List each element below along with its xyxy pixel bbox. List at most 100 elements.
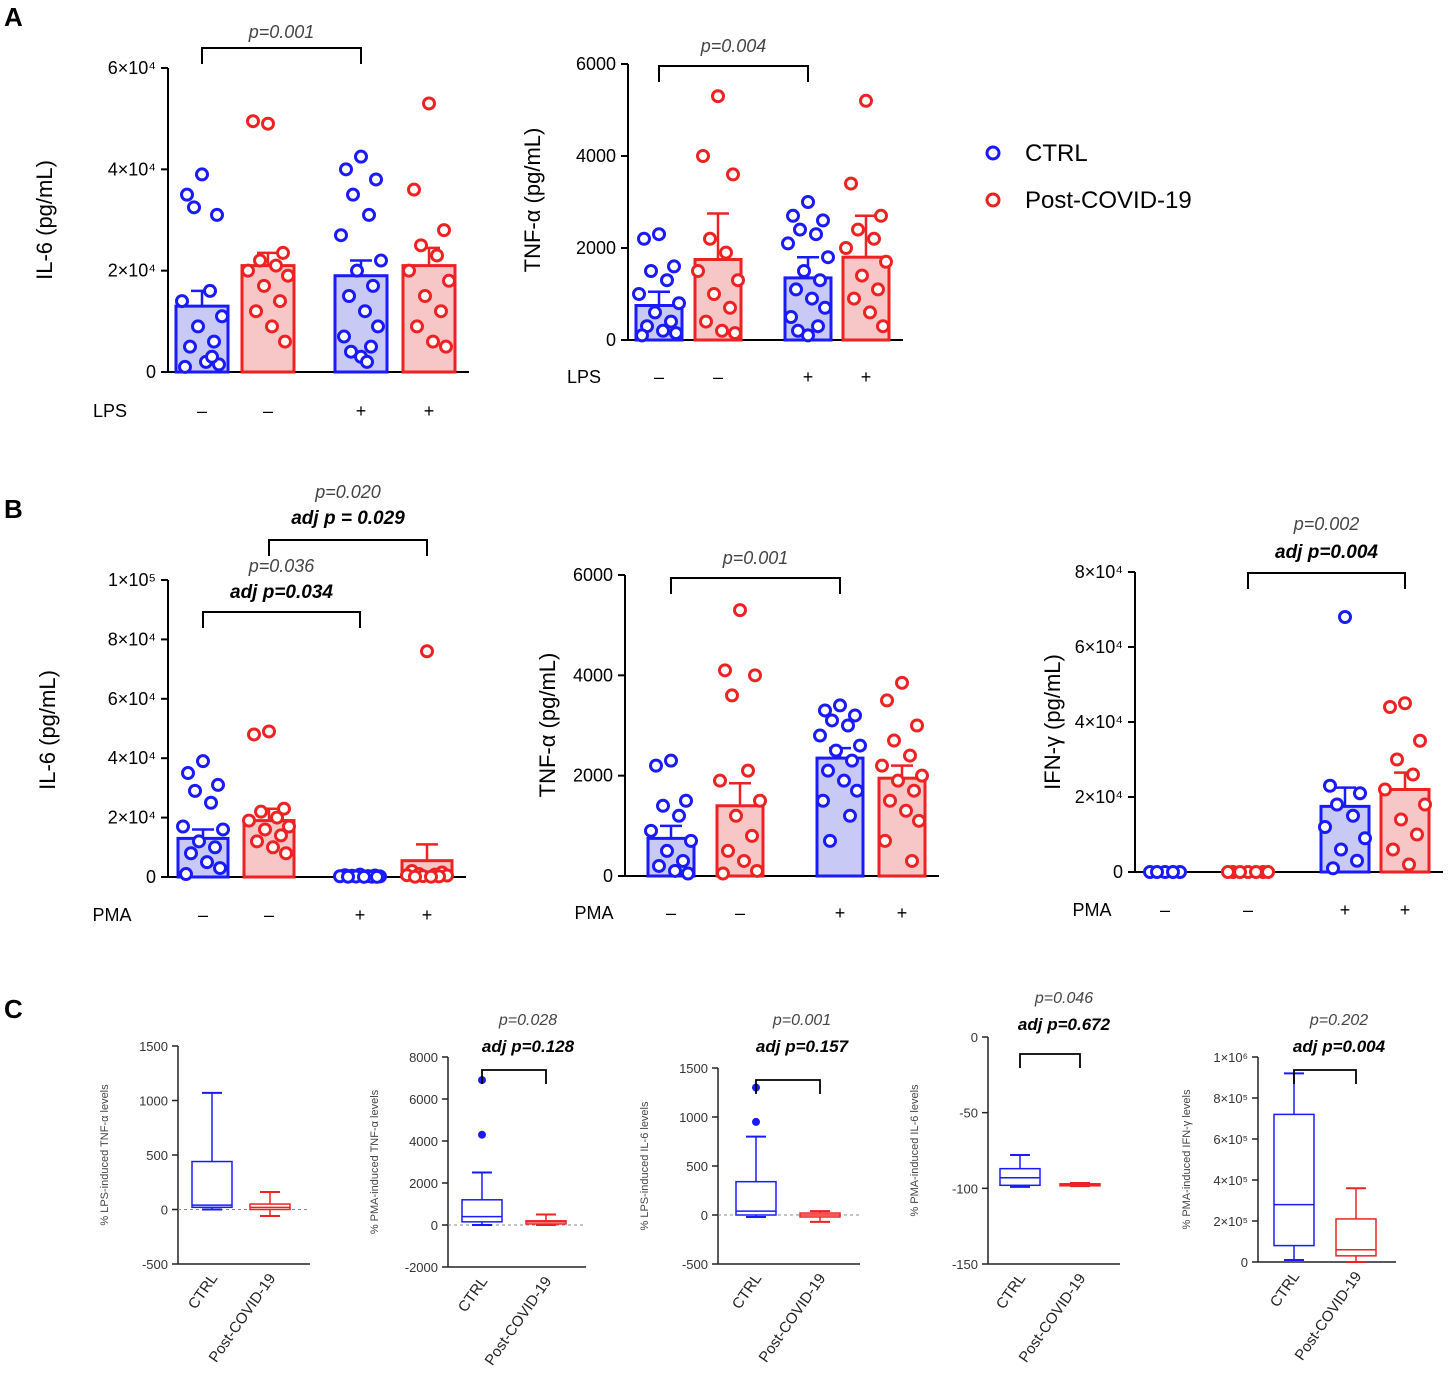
data-point [1233, 865, 1247, 879]
data-point [731, 273, 745, 288]
data-point [648, 305, 662, 320]
data-point [907, 783, 921, 798]
data-point [681, 866, 695, 881]
treatment-sign: – [264, 905, 274, 925]
data-point [855, 268, 869, 283]
data-point [895, 675, 909, 690]
data-point [867, 231, 881, 246]
y-tick-label: 1000 [679, 1110, 708, 1125]
y-axis-title: % LPS-induced IL-6 levels [639, 1101, 651, 1231]
category-label: Post-COVID-19 [1292, 1269, 1366, 1364]
chart-c4: -150 -100 -50 0 % PMA-induced IL-6 levels CTR… [909, 990, 1120, 1366]
y-axis-title: % PMA-induced IL-6 levels [909, 1084, 921, 1217]
y-tick-label: 0 [701, 1208, 708, 1223]
category-label: CTRL [993, 1271, 1029, 1313]
significance-bracket [201, 47, 362, 64]
data-point [342, 289, 356, 303]
y-tick-label: -150 [952, 1257, 978, 1272]
category-label: Post-COVID-19 [482, 1274, 556, 1369]
category-label: Post-COVID-19 [756, 1271, 830, 1366]
treatment-label: LPS [93, 401, 127, 421]
data-point [262, 724, 276, 739]
data-point [178, 359, 192, 374]
y-tick-label: 0 [146, 362, 156, 382]
data-point [1413, 733, 1427, 748]
data-point [910, 718, 924, 733]
data-point [265, 319, 279, 334]
data-point [1166, 865, 1180, 879]
data-point [859, 93, 873, 108]
data-point [844, 176, 858, 191]
y-tick-label: 6000 [409, 1092, 438, 1107]
data-point [668, 863, 682, 878]
data-point [204, 795, 218, 810]
data-point [649, 758, 663, 773]
treatment-sign: – [263, 401, 273, 421]
chart-b1: 0 2×10⁴ 4×10⁴ 6×10⁴ 8×10⁴ 1×10⁵ IL-6 (pg/mL) PM… [35, 482, 466, 925]
data-point [801, 195, 815, 209]
y-tick-label: 0 [971, 1030, 978, 1045]
data-point [672, 808, 686, 823]
data-point [195, 167, 209, 182]
significance-bracket [1247, 572, 1406, 589]
y-axis-title: IL-6 (pg/mL) [35, 670, 60, 790]
y-tick-label: -2000 [405, 1260, 438, 1275]
p-value: p=0.028 [498, 1012, 557, 1029]
significance-bracket [202, 611, 361, 628]
data-point [282, 819, 296, 834]
treatment-sign: + [861, 367, 872, 387]
data-point [1221, 865, 1235, 879]
treatment-sign: – [735, 903, 745, 923]
y-tick-label: -100 [952, 1181, 978, 1196]
data-point [1346, 808, 1360, 823]
panel-label-a: A [4, 2, 23, 32]
data-point [370, 869, 384, 884]
data-point [213, 861, 227, 876]
data-point [422, 96, 436, 111]
data-point [337, 329, 351, 344]
data-point [364, 339, 378, 354]
data-point [437, 223, 451, 238]
data-point [750, 863, 764, 878]
y-tick-label: 2×10⁵ [1213, 1214, 1248, 1229]
y-tick-label: 6000 [576, 54, 616, 74]
data-point [829, 743, 843, 758]
data-point [726, 167, 740, 182]
p-value: p=0.046 [1034, 990, 1093, 1007]
data-point [1323, 778, 1337, 793]
data-point [439, 339, 453, 354]
data-point [850, 783, 864, 798]
data-point [660, 273, 674, 288]
p-value: p=0.001 [248, 22, 315, 42]
data-point [210, 207, 224, 222]
box [1273, 1113, 1315, 1247]
data-point [801, 328, 815, 343]
data-point [414, 238, 428, 253]
adjusted-p-value: adj p=0.004 [1293, 1037, 1386, 1056]
category-label: Post-COVID-19 [1016, 1271, 1090, 1366]
adjusted-p-value: adj p=0.128 [482, 1037, 575, 1056]
data-point [211, 777, 225, 792]
y-axis-title: IL-6 (pg/mL) [32, 160, 57, 280]
y-tick-label: 0 [1241, 1255, 1248, 1270]
data-point [418, 289, 432, 303]
data-point [205, 349, 219, 364]
data-point [183, 339, 197, 354]
data-point [179, 867, 193, 882]
data-point [334, 228, 348, 243]
y-tick-label: 2000 [576, 238, 616, 258]
data-point [258, 822, 272, 837]
p-value: p=0.020 [314, 482, 381, 502]
p-value: p=0.002 [1293, 514, 1360, 534]
y-tick-label: 2×10⁴ [1075, 787, 1123, 807]
charts: 0 2×10⁴ 4×10⁴ 6×10⁴ IL-6 (pg/mL) LPS – – + + p=0.0… [32, 22, 1443, 1369]
data-point [358, 304, 372, 319]
data-point [880, 693, 894, 708]
data-point [276, 245, 290, 260]
data-point [434, 304, 448, 319]
data-point [402, 263, 416, 278]
data-point [250, 834, 264, 849]
legend: CTRL Post-COVID-19 [985, 140, 1192, 214]
y-tick-label: 4000 [409, 1134, 438, 1149]
